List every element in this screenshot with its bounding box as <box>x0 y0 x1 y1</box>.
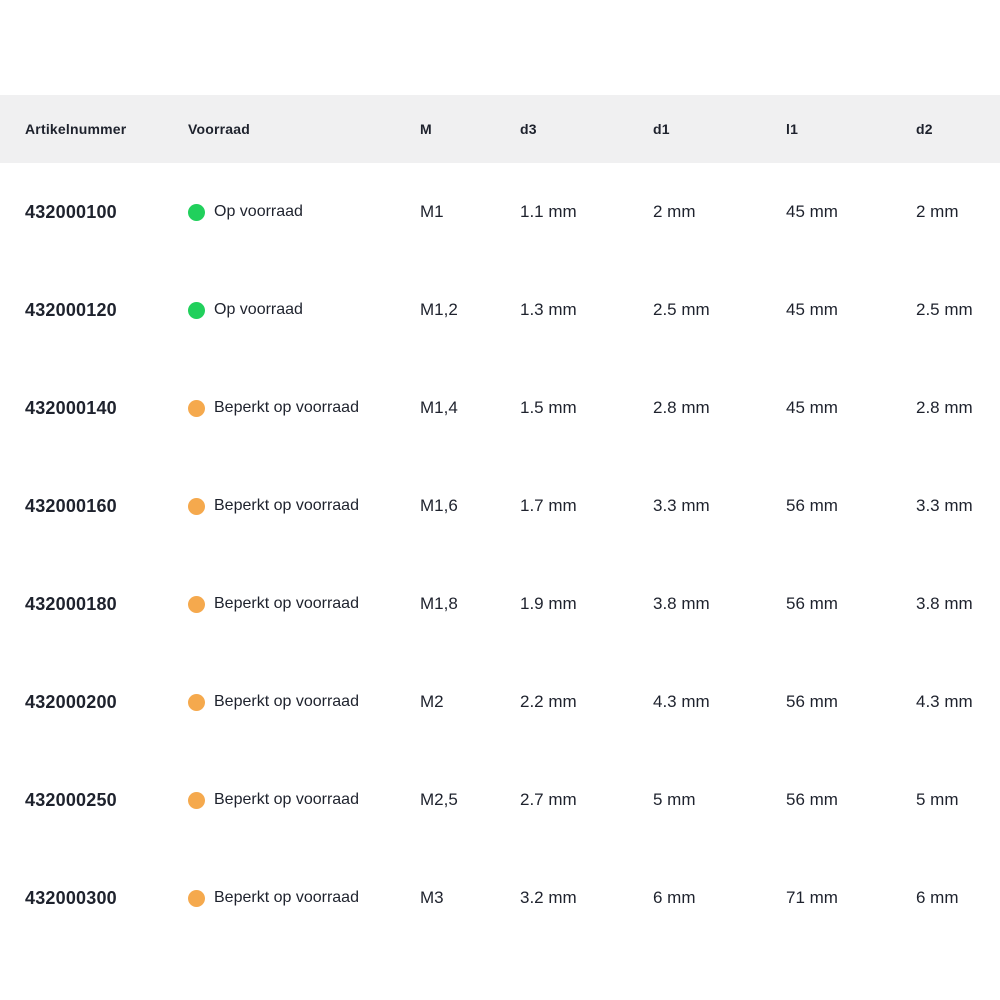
value-m: M1,6 <box>420 496 458 515</box>
stock-status: Beperkt op voorraad <box>188 889 420 907</box>
stock-status-label: Beperkt op voorraad <box>214 889 359 906</box>
stock-status-dot-orange <box>188 399 205 417</box>
table-row[interactable]: 432000160 Beperkt op voorraad M1,6 1.7 mm 3.… <box>0 457 1000 555</box>
column-header-voorraad: Voorraad <box>188 121 251 137</box>
value-d3: 2.2 mm <box>520 692 577 711</box>
table-row[interactable]: 432000140 Beperkt op voorraad M1,4 1.5 mm 2.… <box>0 359 1000 457</box>
column-header-d1: d1 <box>653 121 670 137</box>
value-l1: 56 mm <box>786 594 838 613</box>
value-d2: 2 mm <box>916 202 959 221</box>
column-header-d3: d3 <box>520 121 537 137</box>
value-d3: 1.7 mm <box>520 496 577 515</box>
table-row[interactable]: 432000180 Beperkt op voorraad M1,8 1.9 mm 3.… <box>0 555 1000 653</box>
article-number: 432000140 <box>25 397 117 418</box>
table-row[interactable]: 432000300 Beperkt op voorraad M3 3.2 mm 6 mm… <box>0 849 1000 947</box>
value-d1: 5 mm <box>653 790 696 809</box>
value-d2: 3.3 mm <box>916 496 973 515</box>
stock-status-dot-green <box>188 301 205 319</box>
value-d2: 5 mm <box>916 790 959 809</box>
value-d2: 3.8 mm <box>916 594 973 613</box>
stock-status: Op voorraad <box>188 203 420 221</box>
value-d3: 1.1 mm <box>520 202 577 221</box>
value-l1: 45 mm <box>786 300 838 319</box>
stock-status: Beperkt op voorraad <box>188 595 420 613</box>
value-d3: 1.5 mm <box>520 398 577 417</box>
stock-status: Beperkt op voorraad <box>188 791 420 809</box>
value-d1: 6 mm <box>653 888 696 907</box>
stock-status-dot-orange <box>188 595 205 613</box>
value-d2: 2.5 mm <box>916 300 973 319</box>
value-d3: 3.2 mm <box>520 888 577 907</box>
value-d1: 3.3 mm <box>653 496 710 515</box>
value-m: M1 <box>420 202 444 221</box>
value-m: M1,8 <box>420 594 458 613</box>
stock-status-dot-orange <box>188 791 205 809</box>
stock-status-label: Beperkt op voorraad <box>214 399 359 416</box>
value-l1: 56 mm <box>786 790 838 809</box>
table-row[interactable]: 432000250 Beperkt op voorraad M2,5 2.7 mm 5 … <box>0 751 1000 849</box>
value-d1: 3.8 mm <box>653 594 710 613</box>
column-header-m: M <box>420 121 432 137</box>
value-d1: 4.3 mm <box>653 692 710 711</box>
column-header-d2: d2 <box>916 121 933 137</box>
article-number: 432000300 <box>25 887 117 908</box>
table-body: 432000100 Op voorraad M1 1.1 mm 2 mm 45 mm 2 m… <box>0 163 1000 947</box>
stock-status: Beperkt op voorraad <box>188 497 420 515</box>
article-number: 432000160 <box>25 495 117 516</box>
stock-status-label: Op voorraad <box>214 203 303 220</box>
stock-status-dot-orange <box>188 497 205 515</box>
stock-status-label: Op voorraad <box>214 301 303 318</box>
value-m: M2,5 <box>420 790 458 809</box>
column-header-l1: l1 <box>786 121 799 137</box>
value-l1: 45 mm <box>786 398 838 417</box>
value-d2: 4.3 mm <box>916 692 973 711</box>
value-l1: 45 mm <box>786 202 838 221</box>
stock-status-label: Beperkt op voorraad <box>214 595 359 612</box>
stock-status-dot-orange <box>188 693 205 711</box>
value-d3: 1.9 mm <box>520 594 577 613</box>
value-d3: 2.7 mm <box>520 790 577 809</box>
article-number: 432000200 <box>25 691 117 712</box>
value-m: M2 <box>420 692 444 711</box>
value-l1: 56 mm <box>786 692 838 711</box>
value-m: M3 <box>420 888 444 907</box>
article-number: 432000180 <box>25 593 117 614</box>
value-d2: 6 mm <box>916 888 959 907</box>
value-l1: 56 mm <box>786 496 838 515</box>
article-number: 432000250 <box>25 789 117 810</box>
table-row[interactable]: 432000120 Op voorraad M1,2 1.3 mm 2.5 mm 45 m… <box>0 261 1000 359</box>
stock-status: Beperkt op voorraad <box>188 693 420 711</box>
stock-status-dot-green <box>188 203 205 221</box>
table-row[interactable]: 432000100 Op voorraad M1 1.1 mm 2 mm 45 mm 2 m… <box>0 163 1000 261</box>
value-d3: 1.3 mm <box>520 300 577 319</box>
article-number: 432000100 <box>25 201 117 222</box>
value-m: M1,4 <box>420 398 458 417</box>
stock-status-label: Beperkt op voorraad <box>214 497 359 514</box>
column-header-artikelnummer: Artikelnummer <box>25 121 127 137</box>
table-row[interactable]: 432000200 Beperkt op voorraad M2 2.2 mm 4.3 … <box>0 653 1000 751</box>
article-number: 432000120 <box>25 299 117 320</box>
value-d1: 2 mm <box>653 202 696 221</box>
value-d2: 2.8 mm <box>916 398 973 417</box>
value-l1: 71 mm <box>786 888 838 907</box>
value-d1: 2.5 mm <box>653 300 710 319</box>
stock-status: Beperkt op voorraad <box>188 399 420 417</box>
stock-status-label: Beperkt op voorraad <box>214 791 359 808</box>
value-m: M1,2 <box>420 300 458 319</box>
stock-status-dot-orange <box>188 889 205 907</box>
value-d1: 2.8 mm <box>653 398 710 417</box>
stock-status-label: Beperkt op voorraad <box>214 693 359 710</box>
stock-status: Op voorraad <box>188 301 420 319</box>
